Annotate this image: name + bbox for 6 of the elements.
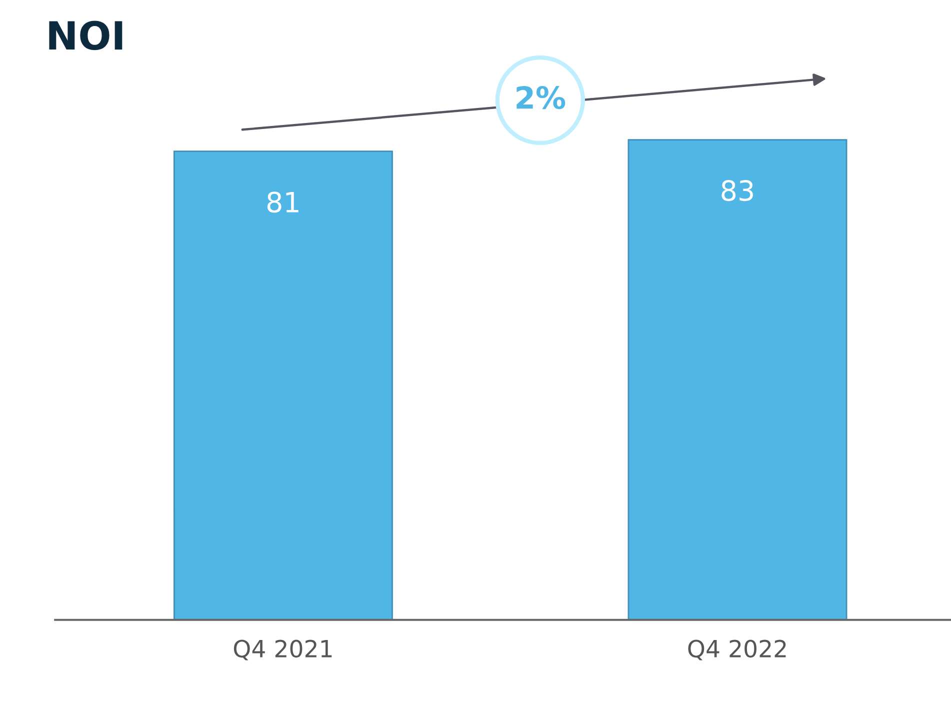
text: 2% xyxy=(516,86,566,110)
data-label: 81 xyxy=(267,192,298,213)
data-label: 83 xyxy=(722,180,753,202)
x-tick-label: Q4 2021 xyxy=(234,640,332,660)
x-tick-label: Q4 2022 xyxy=(688,640,786,660)
chart-title: NOI xyxy=(49,20,122,50)
